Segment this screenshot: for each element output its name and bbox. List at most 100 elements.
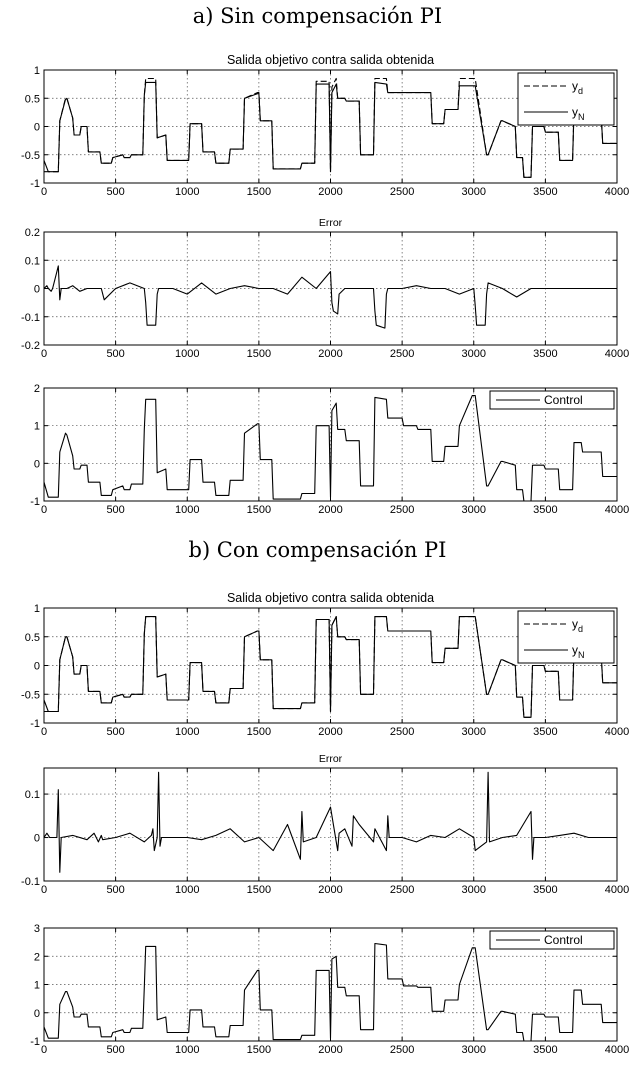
x-tick-label: 4000 (605, 1044, 629, 1056)
x-tick-label: 500 (106, 1044, 124, 1056)
x-tick-label: 4000 (605, 726, 629, 738)
legend: Control (489, 930, 615, 950)
y-tick-label: 0 (34, 122, 40, 134)
x-tick-label: 2000 (318, 1044, 342, 1056)
x-tick-label: 2000 (318, 348, 342, 360)
y-tick-label: 0 (34, 661, 40, 673)
x-tick-label: 1000 (175, 504, 199, 516)
x-tick-label: 0 (41, 884, 47, 896)
x-tick-label: 500 (106, 884, 124, 896)
y-tick-label: 0 (34, 1008, 40, 1020)
x-tick-label: 2000 (318, 504, 342, 516)
y-tick-label: -0.1 (21, 876, 40, 888)
x-tick-label: 0 (41, 348, 47, 360)
x-tick-label: 3500 (533, 1044, 557, 1056)
y-tick-label: 1 (34, 421, 40, 433)
plot-title: Salida objetivo contra salida obtenida (227, 591, 434, 605)
plot-3: 0 500 1000 1500 2000 2500 3000 3500 4000-1012Con… (30, 383, 629, 516)
legend-box (517, 610, 615, 664)
x-tick-label: 0 (41, 504, 47, 516)
x-tick-label: 1000 (175, 186, 199, 198)
x-tick-label: 500 (106, 504, 124, 516)
y-tick-label: -1 (30, 1036, 40, 1048)
legend-box (489, 930, 615, 950)
plot-6: 0 500 1000 1500 2000 2500 3000 3500 4000-10123Co… (30, 923, 629, 1056)
x-tick-label: 1500 (247, 504, 271, 516)
x-tick-label: 4000 (605, 186, 629, 198)
x-tick-label: 0 (41, 1044, 47, 1056)
x-tick-label: 2000 (318, 726, 342, 738)
x-tick-label: 3500 (533, 504, 557, 516)
plot-2: 0 500 1000 1500 2000 2500 3000 3500 4000 -0.2 -0.1… (21, 217, 629, 360)
y-tick-label: -1 (30, 178, 40, 190)
x-tick-label: 2500 (390, 884, 414, 896)
x-tick-label: 4000 (605, 884, 629, 896)
y-tick-label: 0.5 (25, 632, 40, 644)
x-tick-label: 500 (106, 186, 124, 198)
y-tick-label: 3 (34, 923, 40, 935)
y-tick-label: 1 (34, 603, 40, 615)
x-tick-label: 4000 (605, 348, 629, 360)
x-tick-label: 3000 (462, 1044, 486, 1056)
plot-5: 0 500 1000 1500 2000 2500 3000 3500 4000-0.100.1… (21, 753, 629, 896)
y-tick-label: 0 (34, 284, 40, 296)
legend-box (489, 390, 615, 410)
plot-1: 0 500 1000 1500 2000 2500 3000 3500 4000 -1 -0.5 0 0… (21, 53, 629, 198)
y-tick-label: 0.2 (25, 227, 40, 239)
series-line-y-n (43, 616, 617, 718)
x-tick-label: 1500 (247, 348, 271, 360)
x-tick-label: 500 (106, 348, 124, 360)
x-tick-label: 3500 (533, 348, 557, 360)
x-tick-label: 1000 (175, 348, 199, 360)
series-line-error (43, 771, 617, 873)
series-line-control (43, 942, 617, 1042)
x-tick-label: 3000 (462, 186, 486, 198)
x-tick-label: 2500 (390, 726, 414, 738)
y-tick-label: 0.1 (25, 255, 40, 267)
y-tick-label: -1 (30, 496, 40, 508)
series-line-error (43, 265, 617, 329)
y-tick-label: 0.1 (25, 789, 40, 801)
plot-4: 0 500 1000 1500 2000 2500 3000 3500 4000 -1 -0.5 0 0… (21, 591, 629, 738)
x-tick-label: 1000 (175, 884, 199, 896)
x-tick-label: 1000 (175, 726, 199, 738)
x-tick-label: 4000 (605, 504, 629, 516)
y-tick-label: -0.1 (21, 312, 40, 324)
section-a-title: a) Sin compensación PI (192, 4, 443, 28)
x-tick-label: 3000 (462, 884, 486, 896)
x-tick-label: 2000 (318, 884, 342, 896)
y-tick-label: 2 (34, 383, 40, 395)
x-tick-label: 2500 (390, 348, 414, 360)
y-tick-label: -0.2 (21, 340, 40, 352)
x-tick-label: 1500 (247, 186, 271, 198)
series-line-y-n (43, 81, 617, 178)
x-tick-label: 2500 (390, 1044, 414, 1056)
x-tick-label: 1000 (175, 1044, 199, 1056)
y-tick-label: 1 (34, 65, 40, 77)
plot-title: Salida objetivo contra salida obtenida (227, 53, 434, 67)
x-tick-label: 3000 (462, 726, 486, 738)
y-tick-label: 0 (34, 458, 40, 470)
x-tick-label: 2500 (390, 504, 414, 516)
y-tick-label: -0.5 (21, 150, 40, 162)
x-tick-label: 2000 (318, 186, 342, 198)
x-tick-label: 1500 (247, 1044, 271, 1056)
x-tick-label: 3500 (533, 186, 557, 198)
x-tick-label: 1500 (247, 884, 271, 896)
legend: Control (489, 390, 615, 410)
plot-title: Error (319, 217, 343, 229)
legend-box (517, 72, 615, 126)
y-tick-label: 1 (34, 980, 40, 992)
x-tick-label: 3000 (462, 348, 486, 360)
x-tick-label: 3500 (533, 884, 557, 896)
y-tick-label: 0.5 (25, 93, 40, 105)
plot-title: Error (319, 753, 343, 765)
y-tick-label: 0 (34, 833, 40, 845)
series-line-control (43, 394, 617, 502)
x-tick-label: 1500 (247, 726, 271, 738)
x-tick-label: 0 (41, 726, 47, 738)
y-tick-label: -0.5 (21, 689, 40, 701)
